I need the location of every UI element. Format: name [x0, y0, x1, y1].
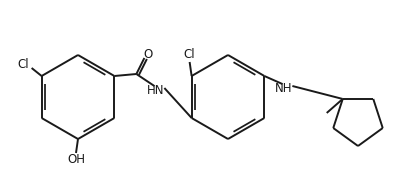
Text: Cl: Cl: [18, 58, 29, 71]
Text: HN: HN: [146, 84, 164, 98]
Text: O: O: [144, 49, 153, 61]
Text: NH: NH: [274, 83, 292, 96]
Text: OH: OH: [67, 153, 85, 167]
Text: Cl: Cl: [183, 49, 195, 61]
